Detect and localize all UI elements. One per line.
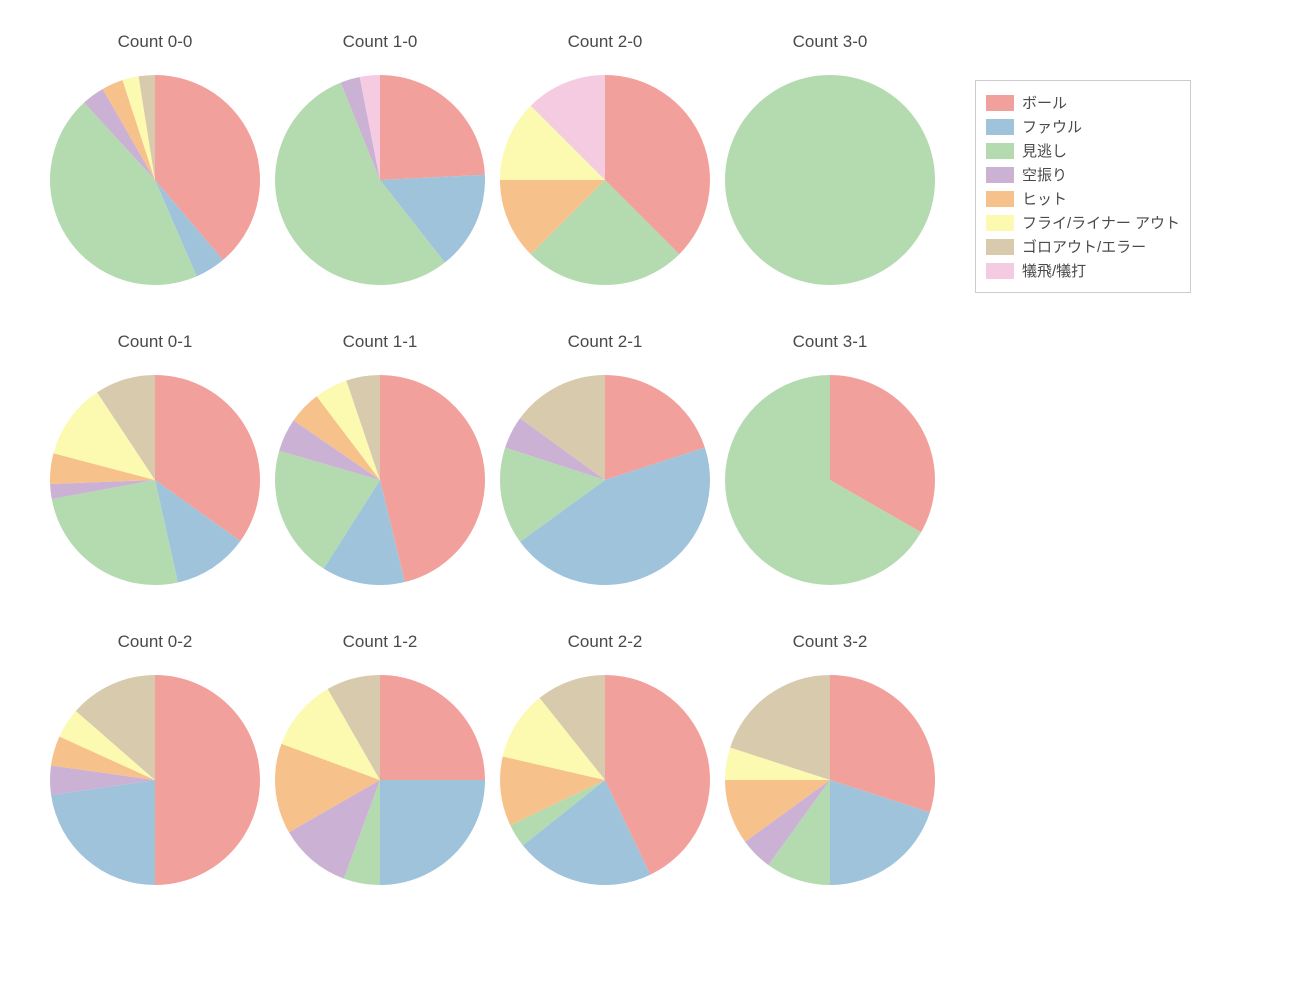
chart-title: Count 2-0 <box>505 32 705 52</box>
figure-root: Count 0-038.844.7Count 1-024.215.254.5Co… <box>0 0 1300 1000</box>
legend-item-foul: ファウル <box>986 116 1180 137</box>
legend-swatch <box>986 263 1014 279</box>
legend-label: 見逃し <box>1022 140 1067 161</box>
legend-swatch <box>986 167 1014 183</box>
pie-chart <box>275 75 485 285</box>
legend-item-flyout: フライ/ライナー アウト <box>986 212 1180 233</box>
chart-title: Count 2-2 <box>505 632 705 652</box>
legend-label: 空振り <box>1022 164 1067 185</box>
pie-slice-ball <box>380 675 485 780</box>
pie-slice-look <box>725 75 935 285</box>
pie-chart <box>500 375 710 585</box>
legend-swatch <box>986 215 1014 231</box>
legend-swatch <box>986 191 1014 207</box>
legend-label: 犠飛/犠打 <box>1022 260 1086 281</box>
chart-title: Count 3-2 <box>730 632 930 652</box>
pie-chart <box>50 75 260 285</box>
chart-title: Count 0-1 <box>55 332 255 352</box>
pie-chart <box>500 75 710 285</box>
pie-chart <box>725 75 935 285</box>
pie-chart <box>725 375 935 585</box>
legend-item-ball: ボール <box>986 92 1180 113</box>
chart-title: Count 1-2 <box>280 632 480 652</box>
legend-label: フライ/ライナー アウト <box>1022 212 1180 233</box>
legend-label: ボール <box>1022 92 1067 113</box>
pie-slice-ball <box>155 675 260 885</box>
pie-chart <box>725 675 935 885</box>
chart-title: Count 0-2 <box>55 632 255 652</box>
pie-chart <box>50 675 260 885</box>
legend-label: ファウル <box>1022 116 1082 137</box>
pie-chart <box>275 675 485 885</box>
pie-slice-foul <box>380 780 485 885</box>
legend-label: ゴロアウト/エラー <box>1022 236 1146 257</box>
legend-swatch <box>986 119 1014 135</box>
legend-label: ヒット <box>1022 188 1067 209</box>
chart-title: Count 1-1 <box>280 332 480 352</box>
legend-swatch <box>986 239 1014 255</box>
pie-chart <box>50 375 260 585</box>
legend-swatch <box>986 143 1014 159</box>
legend-item-ground: ゴロアウト/エラー <box>986 236 1180 257</box>
legend-item-sac: 犠飛/犠打 <box>986 260 1180 281</box>
pie-slice-foul <box>51 780 155 885</box>
legend-item-swing: 空振り <box>986 164 1180 185</box>
chart-title: Count 3-0 <box>730 32 930 52</box>
pie-chart <box>275 375 485 585</box>
pie-slice-ball <box>380 75 485 180</box>
pie-chart <box>500 675 710 885</box>
legend-swatch <box>986 95 1014 111</box>
legend-item-look: 見逃し <box>986 140 1180 161</box>
chart-title: Count 0-0 <box>55 32 255 52</box>
chart-title: Count 1-0 <box>280 32 480 52</box>
legend-item-hit: ヒット <box>986 188 1180 209</box>
chart-title: Count 2-1 <box>505 332 705 352</box>
chart-title: Count 3-1 <box>730 332 930 352</box>
chart-legend: ボールファウル見逃し空振りヒットフライ/ライナー アウトゴロアウト/エラー犠飛/… <box>975 80 1191 293</box>
